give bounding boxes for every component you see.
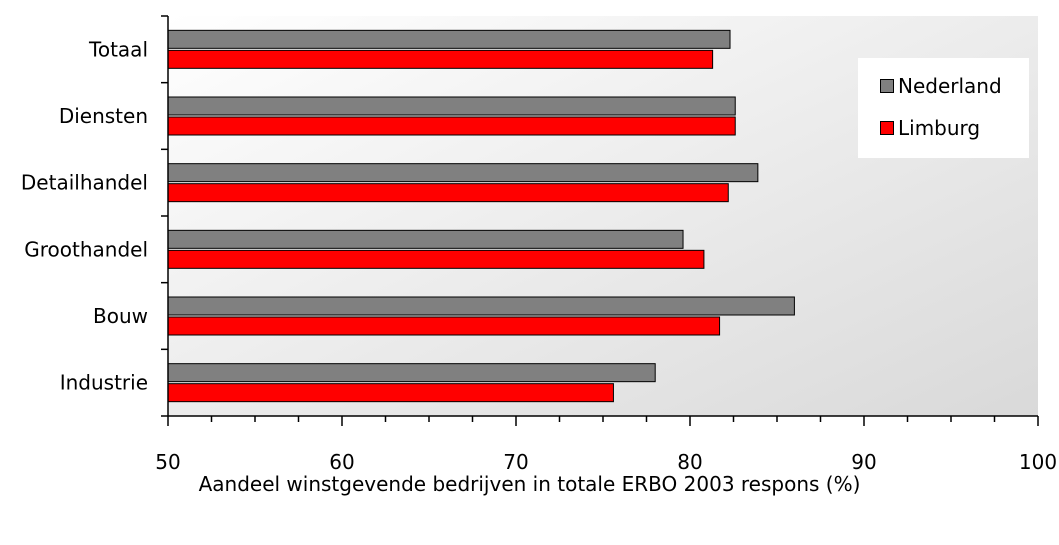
x-tick-label: 80 [677,450,702,474]
legend-item-limburg: Limburg [880,116,980,140]
bar-limburg-bouw [167,316,721,336]
bar-limburg-diensten [167,116,736,136]
legend-label-limburg: Limburg [898,116,981,140]
x-tick-label: 60 [329,450,354,474]
legend-swatch-nederland [880,79,894,93]
bar-limburg-groothandel [167,249,705,269]
y-tick-label-diensten: Diensten [59,104,148,128]
bar-nederland-diensten [167,96,736,116]
x-axis-title: Aandeel winstgevende bedrijven in totale… [198,472,861,496]
y-tick-label-bouw: Bouw [93,304,148,328]
bar-limburg-industrie [167,383,614,403]
x-tick-label: 70 [503,450,528,474]
legend-swatch-limburg [880,121,894,135]
y-tick-label-industrie: Industrie [60,371,148,395]
bar-nederland-groothandel [167,229,684,249]
x-tick-label: 50 [155,450,180,474]
legend-item-nederland: Nederland [880,74,1002,98]
bar-nederland-industrie [167,363,656,383]
bar-nederland-totaal [167,29,731,49]
y-tick-label-totaal: Totaal [88,37,148,61]
legend-label-nederland: Nederland [898,74,1002,98]
y-tick-label-groothandel: Groothandel [24,237,148,261]
x-tick-label: 90 [851,450,876,474]
y-tick-label-detailhandel: Detailhandel [21,171,148,195]
bar-nederland-detailhandel [167,163,759,183]
bar-limburg-totaal [167,49,714,69]
x-tick-label: 100 [1019,450,1057,474]
bar-nederland-bouw [167,296,795,316]
legend: Nederland Limburg [858,58,1029,158]
bar-limburg-detailhandel [167,183,729,203]
